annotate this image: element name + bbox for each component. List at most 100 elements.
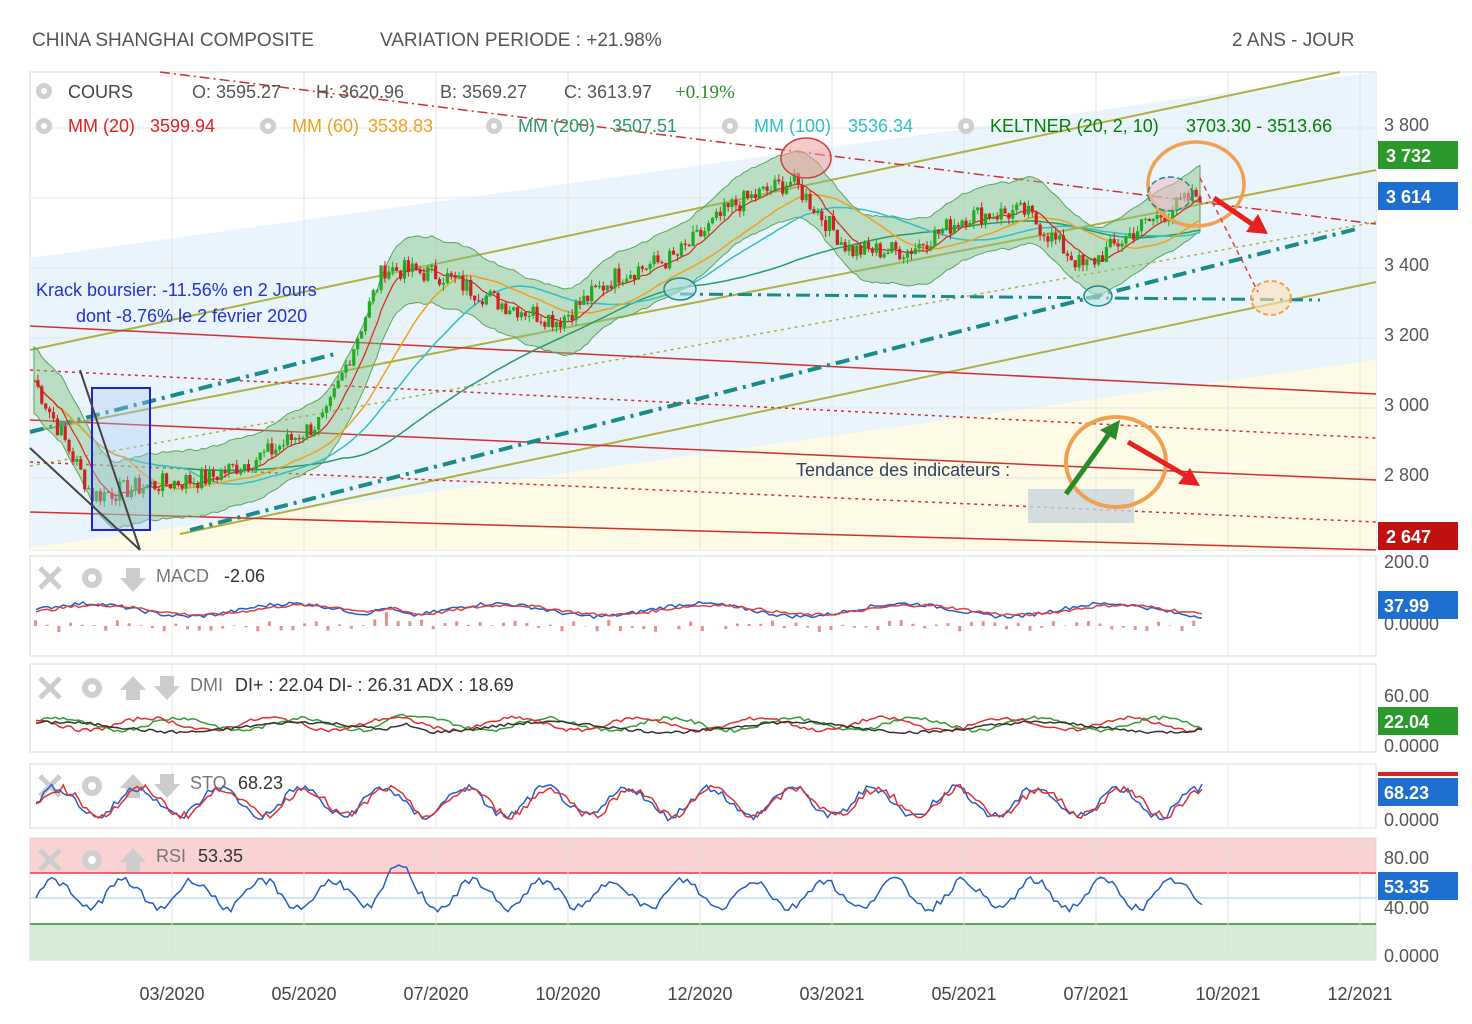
- candle-body: [925, 245, 929, 250]
- candle-body: [1163, 217, 1167, 222]
- macd-close-icon[interactable]: [38, 566, 62, 590]
- dmi-close-icon[interactable]: [38, 676, 62, 700]
- macd-hist-bar: [689, 621, 693, 626]
- candle-body: [1077, 255, 1081, 268]
- ohlc-close: C: 3613.97: [564, 82, 652, 102]
- candle-body: [960, 220, 964, 227]
- sto-label: STO: [190, 773, 227, 793]
- candle-body: [274, 449, 278, 455]
- macd-hist-bar: [455, 621, 459, 626]
- target-circle: [1250, 280, 1292, 316]
- candle-body: [792, 173, 797, 182]
- candle-body: [180, 485, 184, 489]
- red-upper-line: [29, 325, 1377, 395]
- candle-body: [512, 307, 516, 311]
- macd-hist-bar: [1005, 626, 1009, 630]
- macd-hist-bar: [1040, 626, 1044, 628]
- candle-body: [480, 301, 485, 305]
- candle-body: [1143, 218, 1148, 220]
- candle-body: [164, 473, 169, 485]
- candle-body: [636, 266, 641, 280]
- rsi-gear-icon[interactable]: [82, 850, 102, 870]
- candle-body: [1034, 212, 1038, 225]
- macd-hist-bar: [888, 620, 892, 626]
- candle-body: [1136, 231, 1140, 240]
- macd-hist-bar: [69, 622, 73, 626]
- candle-body: [1124, 236, 1128, 244]
- candle-body: [110, 492, 114, 499]
- di-minus-line: [35, 715, 1203, 733]
- macd-hist-bar: [115, 620, 119, 626]
- macd-hist-bar: [981, 621, 985, 626]
- keltner-value: 3703.30 - 3513.66: [1186, 116, 1332, 136]
- sto-down-arrow-icon[interactable]: [154, 774, 180, 798]
- x-label: 03/2020: [139, 984, 204, 1004]
- rsi-up-arrow-icon[interactable]: [120, 848, 146, 872]
- candle-body: [800, 184, 804, 201]
- mm20-gear-icon[interactable]: [36, 118, 52, 134]
- macd-hist-bar: [1075, 622, 1079, 626]
- macd-hist-bar: [1110, 626, 1114, 630]
- candle-body: [1030, 205, 1034, 213]
- macd-hist-bar: [525, 622, 529, 626]
- badge-low: [1378, 522, 1458, 550]
- macd-down-arrow-icon[interactable]: [120, 568, 146, 592]
- candle-body: [574, 301, 578, 321]
- candle-body: [983, 213, 988, 225]
- mm60-gear-icon[interactable]: [260, 118, 276, 134]
- candle-body: [200, 469, 204, 489]
- ma20-line: [33, 183, 1201, 497]
- candle-body: [547, 314, 551, 327]
- candle-body: [356, 338, 360, 350]
- rsi-close-icon[interactable]: [38, 848, 62, 872]
- candle-body: [1026, 205, 1031, 215]
- gear-icon[interactable]: [36, 83, 52, 99]
- candle-body: [1003, 208, 1007, 214]
- rsi-line: [35, 864, 1203, 913]
- sto-gear-icon[interactable]: [82, 776, 102, 796]
- candle-body: [812, 209, 816, 214]
- candle-body: [625, 278, 629, 283]
- channel-upper-line: [29, 71, 1341, 351]
- rsi-overbought-zone: [30, 838, 1376, 873]
- candle-body: [496, 292, 500, 310]
- candle-body: [430, 265, 434, 268]
- candle-body: [695, 229, 699, 232]
- macd-hist-bar: [80, 624, 84, 626]
- red-middle-line: [29, 419, 1377, 481]
- badge-low-text: 2 647: [1386, 527, 1431, 547]
- candle-body: [289, 434, 293, 441]
- candle-body: [137, 478, 141, 494]
- mm100-value: 3536.34: [848, 116, 913, 136]
- candle-body: [473, 295, 477, 301]
- candle-body: [1061, 235, 1066, 254]
- candle-body: [336, 380, 340, 389]
- dmi-gear-icon[interactable]: [82, 678, 102, 698]
- dmi-down-arrow-icon[interactable]: [154, 676, 180, 700]
- sto-badge-text: 68.23: [1384, 783, 1429, 803]
- keltner-gear-icon[interactable]: [958, 118, 974, 134]
- macd-hist-bar: [279, 626, 283, 631]
- candle-body: [1159, 214, 1163, 218]
- macd-gear-icon[interactable]: [82, 568, 102, 588]
- candle-body: [578, 301, 582, 305]
- candle-body: [820, 211, 824, 221]
- candle-body: [937, 229, 941, 234]
- macd-label: MACD: [156, 566, 209, 586]
- candle-body: [952, 224, 956, 234]
- candle-body: [254, 459, 258, 470]
- candle-body: [597, 285, 602, 288]
- period-label[interactable]: 2 ANS - JOUR: [1232, 30, 1354, 51]
- macd-hist-bar: [303, 623, 307, 626]
- candle-body: [679, 243, 683, 256]
- candle-body: [457, 275, 461, 278]
- mm100-gear-icon[interactable]: [722, 118, 738, 134]
- candle-body: [1022, 202, 1027, 215]
- sto-axis-bottom: 0.0000: [1384, 810, 1439, 830]
- crash-line-1: [29, 447, 141, 551]
- mm200-gear-icon[interactable]: [486, 118, 502, 134]
- dmi-up-arrow-icon[interactable]: [120, 676, 146, 700]
- macd-hist-bar: [677, 626, 681, 630]
- candle-body: [367, 301, 371, 318]
